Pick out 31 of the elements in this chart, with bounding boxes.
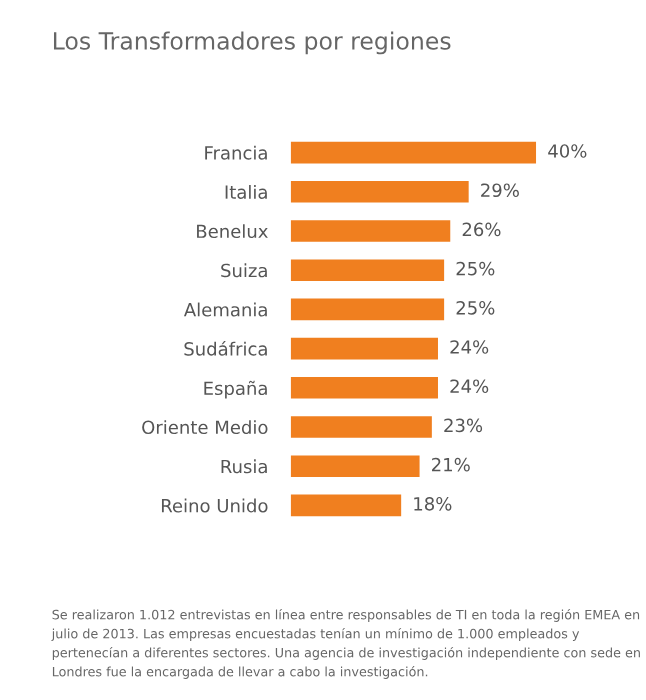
- bar: [290, 455, 420, 477]
- bar: [290, 337, 438, 360]
- y-tick-label: Rusia: [221, 459, 267, 474]
- y-tick-label: Oriente Medio: [142, 420, 268, 435]
- y-tick-label: Alemania: [183, 302, 267, 317]
- y-tick-label: Suiza: [221, 263, 267, 278]
- y-tick-label: Francia: [205, 145, 267, 160]
- data-label: 29%: [481, 183, 519, 198]
- bar: [290, 494, 402, 517]
- data-label: 40%: [548, 144, 587, 158]
- bar: [290, 298, 445, 321]
- bar: [290, 141, 537, 164]
- data-label: 23%: [444, 418, 483, 433]
- y-tick-label: Reino Unido: [161, 498, 268, 513]
- data-label: 26%: [462, 222, 501, 237]
- y-tick-label: España: [204, 380, 267, 399]
- data-label: 21%: [432, 457, 470, 472]
- y-tick-label: Sudáfrica: [184, 341, 267, 356]
- y-tick-label: Benelux: [197, 224, 268, 239]
- bar: [290, 416, 432, 438]
- bar: [290, 377, 438, 399]
- data-label: 25%: [456, 261, 495, 276]
- bar: [290, 259, 445, 281]
- data-label: 25%: [456, 300, 495, 315]
- chart-title: Los Transformadores por regiones: [54, 31, 451, 55]
- y-tick-label: Italia: [225, 184, 267, 199]
- bar: [290, 181, 469, 203]
- bar: [290, 220, 451, 242]
- data-label: 24%: [450, 340, 489, 354]
- data-label: 24%: [450, 379, 489, 394]
- data-label: 18%: [414, 496, 452, 511]
